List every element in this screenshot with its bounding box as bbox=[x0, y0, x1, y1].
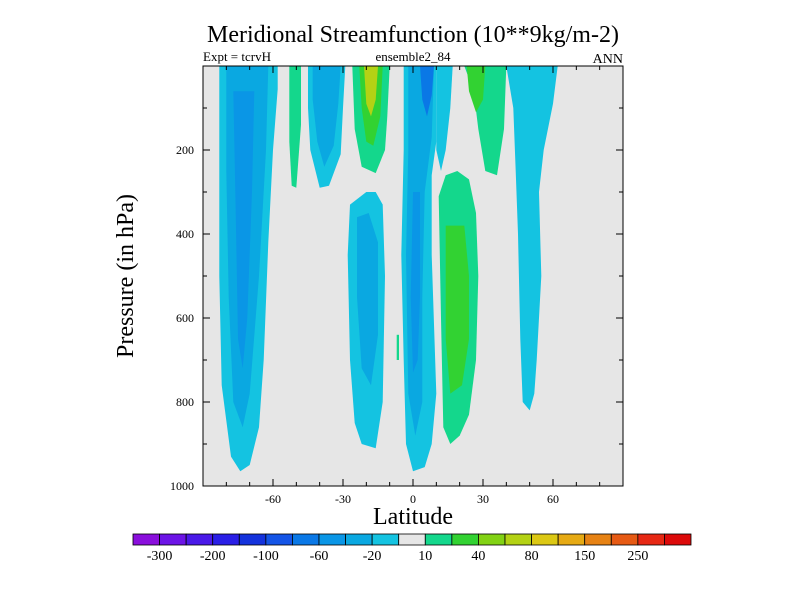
colorbar-label: -300 bbox=[147, 549, 173, 564]
ensemble-label: ensemble2_84 bbox=[375, 49, 451, 64]
x-tick-label: 60 bbox=[547, 492, 559, 506]
colorbar-swatch bbox=[664, 533, 692, 546]
colorbar-swatch bbox=[531, 533, 559, 546]
axes: -60 -30 0 30 60 200 400 600 800 1000 bbox=[170, 65, 624, 506]
colorbar-label: 10 bbox=[418, 549, 432, 564]
y-axis-label: Pressure (in hPa) bbox=[113, 194, 139, 358]
y-tick-label: 1000 bbox=[170, 479, 194, 493]
contour-nh-upper-positive-core bbox=[364, 66, 378, 117]
colorbar-swatch bbox=[504, 533, 532, 546]
colorbar-label: -100 bbox=[253, 549, 279, 564]
colorbar-swatch bbox=[345, 533, 373, 546]
colorbar-swatch bbox=[238, 533, 267, 546]
colorbar-swatch bbox=[478, 533, 506, 546]
colorbar-label: 250 bbox=[627, 549, 648, 564]
experiment-label: Expt = tcrvH bbox=[203, 49, 271, 64]
colorbar-label: -200 bbox=[200, 549, 226, 564]
y-tick-label: 800 bbox=[176, 395, 194, 409]
x-tick-label: -30 bbox=[335, 492, 351, 506]
x-tick-label: 0 bbox=[410, 492, 416, 506]
x-tick-label: -60 bbox=[265, 492, 281, 506]
contour-nh-ferrel-core bbox=[357, 213, 378, 386]
y-tick-label: 600 bbox=[176, 311, 194, 325]
colorbar-label: -60 bbox=[310, 549, 329, 564]
contour-hadley-negative-core bbox=[410, 192, 420, 373]
colorbar-swatch bbox=[584, 533, 612, 546]
colorbar-label: 80 bbox=[525, 549, 539, 564]
colorbar-swatch bbox=[185, 533, 214, 546]
x-axis-label: Latitude bbox=[373, 504, 453, 530]
contour-sh-ferrel-negative bbox=[506, 66, 558, 411]
colorbar-swatch bbox=[557, 533, 586, 546]
contour-sh-upper-positive-core bbox=[466, 66, 486, 113]
contour-nh-polar-cell-core bbox=[233, 91, 255, 369]
contour-nh-narrow-positive bbox=[289, 66, 301, 188]
contour-sh-positive-core bbox=[445, 225, 469, 394]
colorbar-label: -20 bbox=[363, 549, 382, 564]
contour-small-positive-blob bbox=[396, 334, 399, 360]
colorbar-label: 150 bbox=[574, 549, 595, 564]
colorbar-swatch bbox=[371, 533, 400, 546]
colorbar: -300 -200 -100 -60 -20 10 40 80 150 250 bbox=[132, 533, 692, 564]
colorbar-swatch bbox=[132, 533, 160, 546]
contour-nh-upper-right-negative bbox=[436, 66, 453, 171]
colorbar-label: 40 bbox=[471, 549, 485, 564]
colorbar-swatch bbox=[159, 533, 187, 546]
season-label: ANN bbox=[593, 52, 623, 67]
colorbar-swatch bbox=[451, 533, 479, 546]
colorbar-swatch bbox=[212, 533, 240, 546]
colorbar-swatch bbox=[292, 533, 320, 546]
plot-area bbox=[203, 66, 623, 486]
colorbar-swatch bbox=[424, 533, 453, 546]
y-tick-label: 200 bbox=[176, 143, 194, 157]
colorbar-swatch bbox=[265, 533, 293, 546]
chart-title: Meridional Streamfunction (10**9kg/m-2) bbox=[207, 22, 619, 48]
contour-nh-mid-negative-core bbox=[312, 66, 341, 167]
contour-hadley-negative-top bbox=[420, 66, 434, 117]
colorbar-swatch bbox=[610, 533, 639, 546]
colorbar-swatch bbox=[398, 533, 426, 546]
y-tick-label: 400 bbox=[176, 227, 194, 241]
x-tick-label: 30 bbox=[477, 492, 489, 506]
colorbar-swatch bbox=[318, 533, 346, 546]
colorbar-swatch bbox=[637, 533, 665, 546]
